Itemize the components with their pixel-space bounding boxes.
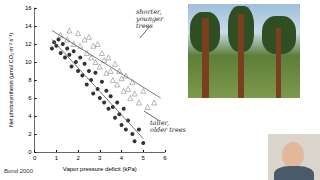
svg-text:4: 4	[120, 155, 124, 161]
svg-text:14: 14	[25, 23, 32, 29]
html-text:Bond 2000: Bond 2000	[4, 168, 33, 174]
svg-text:1: 1	[55, 155, 59, 161]
svg-text:2: 2	[28, 131, 32, 137]
svg-text:0: 0	[28, 149, 32, 155]
html-text:shorter, younger trees: shorter, younger trees	[136, 8, 164, 30]
svg-text:16: 16	[25, 5, 32, 11]
svg-text:0: 0	[33, 155, 37, 161]
svg-text:5: 5	[142, 155, 146, 161]
svg-text:12: 12	[25, 41, 32, 47]
svg-text:4: 4	[28, 113, 32, 119]
svg-text:3: 3	[98, 155, 102, 161]
svg-text:Net photosynthesis (μmol CO₂ m: Net photosynthesis (μmol CO₂ m⁻² s⁻¹)	[8, 33, 14, 127]
html-text:taller, older trees: taller, older trees	[150, 119, 186, 134]
svg-text:6: 6	[28, 95, 32, 101]
svg-text:6: 6	[163, 155, 167, 161]
svg-text:8: 8	[28, 77, 32, 83]
svg-text:2: 2	[76, 155, 80, 161]
svg-text:10: 10	[25, 59, 32, 65]
svg-text:Vapor pressure deficit (kPa): Vapor pressure deficit (kPa)	[63, 166, 137, 172]
